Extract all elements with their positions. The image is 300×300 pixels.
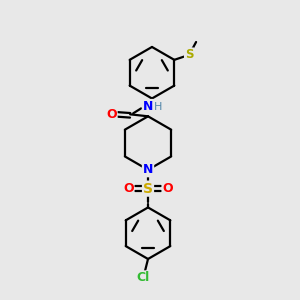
Text: N: N: [143, 100, 153, 113]
Text: S: S: [143, 182, 153, 196]
Text: O: O: [123, 182, 134, 195]
Text: O: O: [106, 108, 117, 121]
Text: Cl: Cl: [136, 271, 150, 284]
Text: S: S: [185, 48, 194, 62]
Text: O: O: [163, 182, 173, 195]
Text: H: H: [154, 102, 162, 112]
Text: N: N: [143, 163, 153, 176]
